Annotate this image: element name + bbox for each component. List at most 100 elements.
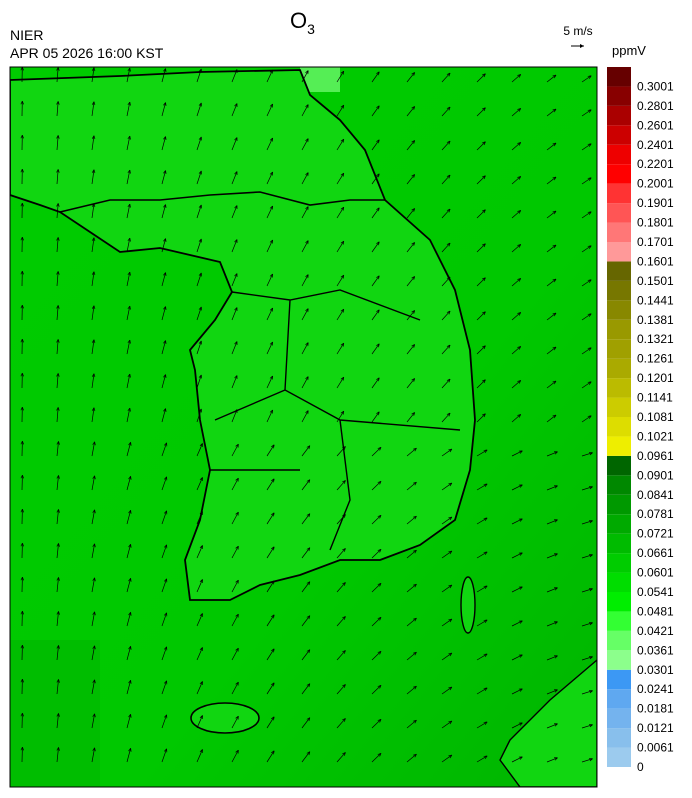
wind-arrow xyxy=(56,475,59,491)
wind-arrow xyxy=(371,377,380,389)
wind-arrow xyxy=(91,407,95,423)
wind-arrow-head xyxy=(127,407,131,412)
colorbar-label: 0.0661 xyxy=(637,546,674,560)
wind-arrow xyxy=(406,72,415,83)
wind-arrow-head xyxy=(271,750,275,755)
wind-arrow-head xyxy=(164,748,168,753)
wind-arrow xyxy=(406,617,417,627)
wind-arrow xyxy=(546,689,558,695)
wind-arrow xyxy=(56,271,59,287)
wind-arrow xyxy=(56,543,59,559)
wind-arrow xyxy=(231,511,239,525)
wind-arrow xyxy=(91,475,95,491)
wind-arrow-head xyxy=(517,74,522,78)
wind-arrow-head xyxy=(554,587,558,591)
wind-arrow xyxy=(371,139,380,151)
wind-arrow-head xyxy=(554,519,558,523)
wind-arrow-head xyxy=(271,614,275,619)
wind-arrow xyxy=(56,645,59,661)
wind-arrow xyxy=(476,483,488,491)
wind-arrow-head xyxy=(91,373,96,378)
wind-arrow-head xyxy=(517,108,522,112)
wind-arrow xyxy=(511,756,523,763)
wind-arrow-head xyxy=(91,169,96,174)
wind-arrow xyxy=(266,341,273,355)
wind-arrow-head xyxy=(413,617,417,622)
wind-arrow xyxy=(126,374,131,389)
wind-arrow-head xyxy=(413,447,417,452)
wind-arrow xyxy=(56,679,59,695)
wind-arrow-head xyxy=(271,478,275,483)
wind-arrow-head xyxy=(482,243,486,248)
wind-arrow xyxy=(336,410,345,423)
wind-arrow xyxy=(91,203,95,219)
colorbar-label: 0.1261 xyxy=(637,352,674,366)
wind-arrow-head xyxy=(271,716,275,721)
colorbar-box xyxy=(607,650,631,670)
colorbar-box xyxy=(607,339,631,359)
wind-arrow-head xyxy=(271,580,275,585)
wind-arrow xyxy=(476,141,486,151)
wind-arrow-head xyxy=(163,238,167,243)
wind-arrow-head xyxy=(234,137,238,141)
wind-arrow-head xyxy=(587,347,592,351)
wind-arrow-head xyxy=(199,647,203,651)
wind-arrow xyxy=(581,279,592,287)
wind-arrow-head xyxy=(554,553,558,557)
wind-arrow-head xyxy=(446,276,451,281)
wind-arrow-head xyxy=(518,518,523,522)
wind-arrow xyxy=(371,309,380,321)
colorbar-box xyxy=(607,105,631,126)
wind-arrow xyxy=(581,415,592,423)
wind-field xyxy=(20,67,593,763)
wind-arrow-head xyxy=(448,584,453,589)
wind-arrow xyxy=(266,750,275,763)
wind-arrow xyxy=(336,376,345,389)
wind-arrow-head xyxy=(20,134,24,139)
wind-arrow xyxy=(511,414,521,423)
wind-arrow xyxy=(581,724,593,729)
wind-arrow-head xyxy=(376,207,380,212)
colorbar-box xyxy=(607,572,631,592)
wind-arrow xyxy=(336,650,346,661)
wind-arrow-head xyxy=(198,272,202,277)
wind-arrow-head xyxy=(517,176,522,180)
wind-arrow xyxy=(266,512,275,525)
wind-arrow-head xyxy=(448,754,453,759)
wind-arrow xyxy=(231,341,238,355)
colorbar-label: 0.0421 xyxy=(637,624,674,638)
wind-arrow xyxy=(476,653,488,661)
colorbar-box xyxy=(607,86,631,106)
colorbar-box xyxy=(607,455,631,476)
wind-arrow-head xyxy=(164,680,168,685)
wind-arrow xyxy=(266,171,273,185)
wind-arrow xyxy=(441,584,453,593)
wind-arrow-head xyxy=(198,68,202,73)
wind-arrow xyxy=(231,749,239,763)
wind-arrow xyxy=(196,681,203,695)
wind-arrow-head xyxy=(234,205,238,209)
colorbar-box xyxy=(607,319,631,340)
wind-arrow-head xyxy=(199,613,203,617)
wind-arrow xyxy=(441,516,453,525)
wind-arrow xyxy=(406,447,417,457)
wind-arrow xyxy=(126,612,131,627)
wind-arrow-head xyxy=(517,244,522,248)
wind-arrow-head xyxy=(163,272,167,277)
wind-arrow-head xyxy=(128,714,132,718)
wind-arrow-head xyxy=(271,512,275,517)
province-border xyxy=(210,289,461,551)
wind-arrow-head xyxy=(305,206,309,211)
wind-arrow-head xyxy=(411,208,416,212)
wind-arrow-head xyxy=(376,275,380,280)
wind-arrow xyxy=(266,69,273,83)
wind-arrow-head xyxy=(411,106,416,110)
wind-arrow xyxy=(336,104,345,117)
wind-arrow-head xyxy=(234,171,238,175)
wind-arrow xyxy=(266,716,275,729)
wind-arrow xyxy=(441,412,451,423)
wind-arrow xyxy=(581,554,593,559)
wind-arrow-head xyxy=(20,644,24,649)
wind-arrow-head xyxy=(127,271,131,276)
wind-arrow-head xyxy=(376,173,380,178)
